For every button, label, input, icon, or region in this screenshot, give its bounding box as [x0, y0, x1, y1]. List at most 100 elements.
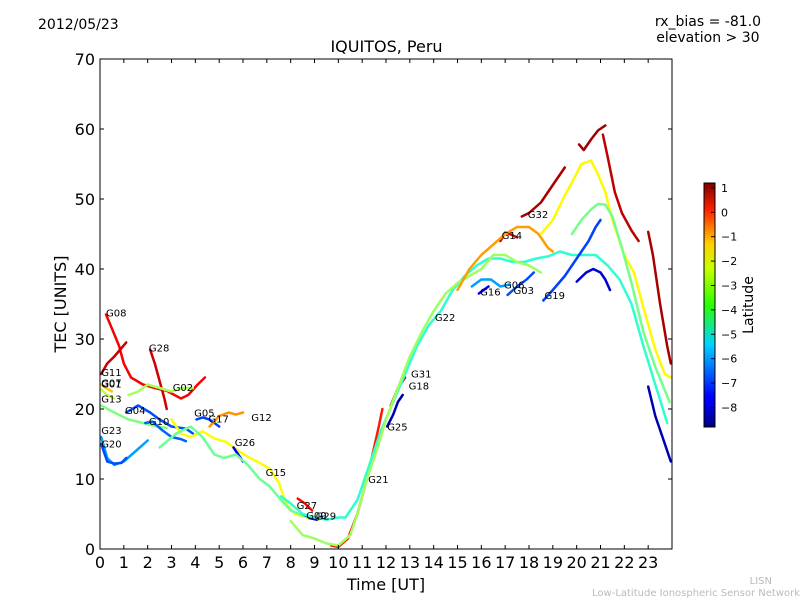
satellite-label-g20: G20: [101, 440, 121, 451]
x-tick-label: 14: [423, 553, 443, 572]
y-axis-ticks: 0 10 20 30 40 50 60 70: [75, 50, 672, 559]
x-axis-label: Time [UT]: [346, 575, 425, 594]
series-line-g17: [208, 411, 245, 428]
satellite-label-g29: G29: [316, 512, 336, 523]
x-tick-label: 20: [566, 553, 586, 572]
satellite-label-g16: G16: [480, 288, 500, 299]
satellite-label-g25: G25: [387, 423, 407, 434]
y-axis-label: TEC [UNITS]: [51, 256, 70, 354]
x-tick-label: 19: [543, 553, 563, 572]
satellite-label-g08: G08: [106, 309, 126, 320]
colorbar-tick-label: −3: [721, 279, 737, 292]
satellite-label-g10: G10: [149, 417, 169, 428]
series-line-g24: [575, 267, 612, 292]
y-tick-label: 70: [75, 50, 95, 69]
x-tick-label: 1: [119, 553, 129, 572]
footer-short: LISN: [749, 576, 772, 587]
colorbar-tick-label: −2: [721, 255, 737, 268]
series-line-g30: [539, 159, 672, 379]
series-line-g03: [506, 271, 536, 297]
satellite-label-g13: G13: [101, 395, 121, 406]
x-tick-label: 15: [447, 553, 467, 572]
colorbar-tick-label: −5: [721, 328, 737, 341]
satellite-label-g15: G15: [266, 468, 286, 479]
x-tick-label: 8: [286, 553, 296, 572]
x-tick-label: 18: [519, 553, 539, 572]
satellite-label-g12: G12: [251, 413, 271, 424]
series-line-g38: [646, 385, 672, 463]
series-line-g19: [542, 218, 602, 302]
date-label: 2012/05/23: [38, 17, 119, 33]
satellite-label-g17: G17: [208, 414, 228, 425]
colorbar-tick-label: −1: [721, 231, 737, 244]
series-line-g34: [570, 202, 671, 404]
colorbar-tick-label: −6: [721, 353, 737, 366]
series-line-g31: [279, 250, 669, 521]
series-line-g27: [296, 497, 314, 512]
series-line-g11: [100, 341, 128, 376]
y-tick-label: 0: [85, 540, 95, 559]
y-tick-label: 10: [75, 470, 95, 489]
x-axis-ticks: 0 1 2 3 4 5 6 7 8 9 10 11 12 13 14 15 16 17 18 19 20 21 22 23: [95, 59, 658, 572]
satellite-label-g01: G01: [101, 379, 121, 390]
y-tick-label: 60: [75, 120, 95, 139]
series-line-g36: [601, 133, 640, 243]
rx-bias-label: rx_bias = -81.0: [654, 14, 761, 30]
series-line-g16: [477, 285, 490, 295]
series-line-g35: [577, 124, 607, 152]
satellite-label-g32: G32: [528, 210, 548, 221]
series-line-g22: [289, 253, 543, 547]
x-tick-label: 0: [95, 553, 105, 572]
x-tick-label: 6: [238, 553, 248, 572]
x-tick-label: 16: [471, 553, 491, 572]
colorbar: [703, 182, 716, 428]
x-tick-label: 4: [190, 553, 200, 572]
x-tick-label: 13: [400, 553, 420, 572]
x-tick-label: 2: [143, 553, 153, 572]
colorbar-tick-label: −4: [721, 304, 737, 317]
satellite-label-g31: G31: [411, 370, 431, 381]
x-tick-label: 7: [262, 553, 272, 572]
satellite-label-g07: G07: [101, 379, 121, 390]
y-tick-label: 20: [75, 400, 95, 419]
satellite-label-g22: G22: [435, 313, 455, 324]
series-line-g25: [385, 393, 404, 428]
satellite-label-g02: G02: [173, 383, 193, 394]
satellite-label-g04: G04: [125, 406, 145, 417]
elevation-label: elevation > 30: [656, 30, 760, 46]
colorbar-tick-label: −8: [721, 401, 737, 414]
y-tick-label: 50: [75, 190, 95, 209]
y-tick-label: 30: [75, 330, 95, 349]
y-tick-label: 40: [75, 260, 95, 279]
series-line-g08: [104, 313, 207, 400]
satellite-label-g05: G05: [194, 409, 214, 420]
colorbar-tick-label: 1: [721, 182, 728, 195]
series-line-g07: [100, 388, 116, 400]
colorbar-tick-label: −7: [721, 377, 737, 390]
satellite-label-g21: G21: [368, 475, 388, 486]
series-line-g20: [100, 442, 128, 465]
chart-title: IQUITOS, Peru: [330, 37, 443, 56]
series-line-g06: [470, 278, 512, 288]
x-tick-label: 21: [590, 553, 610, 572]
x-tick-label: 10: [328, 553, 348, 572]
plot-area: [100, 59, 672, 549]
series-line-g15: [158, 425, 316, 519]
series-line-g28: [148, 348, 168, 411]
colorbar-tick-label: 0: [721, 206, 728, 219]
satellite-label-g27: G27: [297, 501, 317, 512]
series-line-g10: [144, 420, 188, 443]
series-line-g33: [520, 166, 567, 218]
x-tick-label: 5: [214, 553, 224, 572]
satellite-label-g28: G28: [149, 344, 169, 355]
series-line-g37: [646, 230, 672, 365]
series-line-g02: [127, 383, 195, 397]
colorbar-label: Latitude: [741, 276, 757, 334]
x-tick-label: 17: [495, 553, 515, 572]
x-tick-label: 12: [376, 553, 396, 572]
satellite-label-g26: G26: [235, 438, 255, 449]
x-tick-label: 23: [638, 553, 658, 572]
x-tick-label: 11: [352, 553, 372, 572]
